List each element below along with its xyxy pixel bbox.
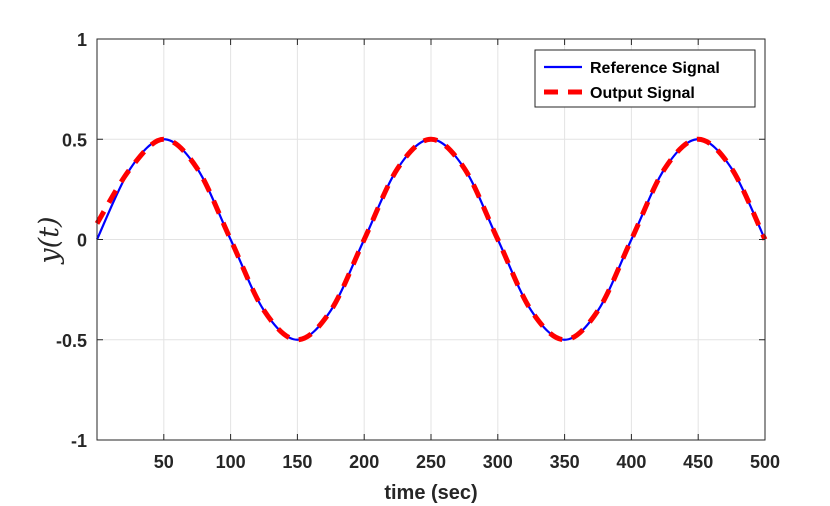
x-tick-label: 250 bbox=[416, 452, 446, 472]
legend-label: Output Signal bbox=[590, 85, 695, 102]
x-tick-label: 100 bbox=[216, 452, 246, 472]
x-tick-label: 150 bbox=[282, 452, 312, 472]
y-tick-label: -0.5 bbox=[56, 331, 87, 351]
series-layer bbox=[94, 136, 768, 343]
legend-box bbox=[534, 49, 756, 108]
output-signal-line bbox=[94, 136, 768, 343]
y-tick-label: 0 bbox=[77, 231, 87, 251]
ticks: 50 100 150 200 250 300 350 400 450 500 -1 -0.5 0 0.5 1 bbox=[56, 30, 780, 472]
x-tick-label: 200 bbox=[349, 452, 379, 472]
y-tick-label: 0.5 bbox=[62, 130, 87, 150]
legend: Reference Signal Output Signal bbox=[534, 49, 756, 108]
y-tick-label: -1 bbox=[71, 431, 87, 451]
x-axis-label: time (sec) bbox=[384, 482, 477, 504]
x-tick-label: 400 bbox=[616, 452, 646, 472]
x-tick-label: 450 bbox=[683, 452, 713, 472]
legend-label: Reference Signal bbox=[590, 60, 720, 77]
x-tick-label: 300 bbox=[483, 452, 513, 472]
x-tick-label: 500 bbox=[750, 452, 780, 472]
y-tick-label: 1 bbox=[77, 30, 87, 50]
y-axis-label: y(t) bbox=[34, 216, 65, 264]
x-tick-label: 350 bbox=[550, 452, 580, 472]
x-tick-label: 50 bbox=[154, 452, 174, 472]
